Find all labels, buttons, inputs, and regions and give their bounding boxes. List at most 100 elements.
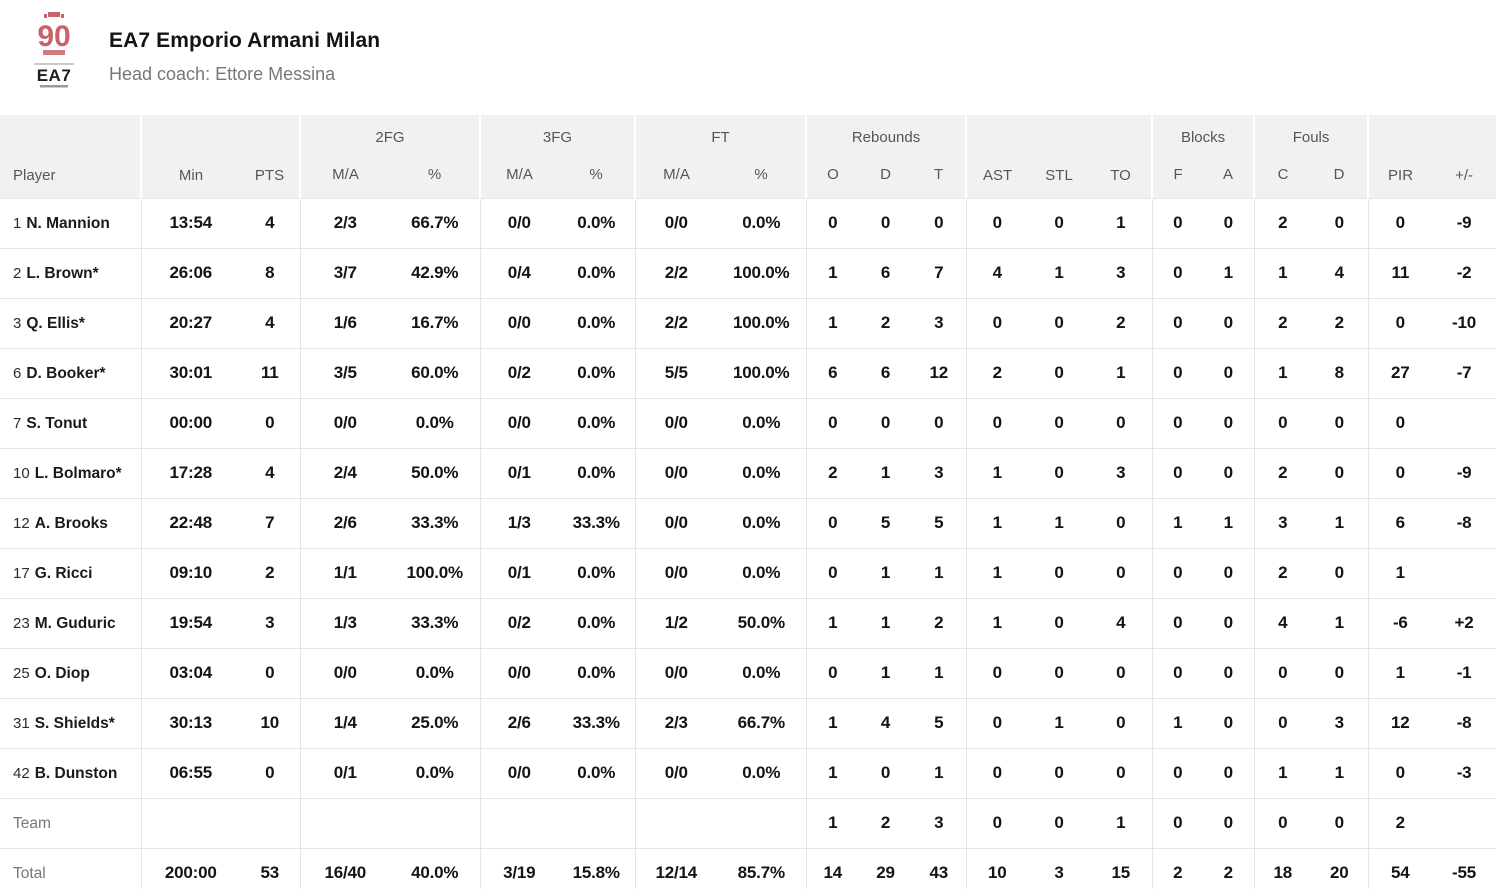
jersey-number: 3 — [13, 315, 22, 332]
cell-ast: 4 — [965, 248, 1029, 298]
cell-pts: 53 — [260, 863, 279, 883]
col-header-foul-c: C — [1253, 152, 1312, 198]
cell-min: 06:55 — [140, 748, 240, 798]
cell-min: 00:00 — [140, 398, 240, 448]
cell-fg3-ma: 0/0 — [479, 748, 558, 798]
jersey-number: 42 — [13, 765, 30, 782]
cell-blk-f: 0 — [1151, 448, 1204, 498]
cell-pts: 8 — [265, 263, 275, 282]
cell-blk-a: 1 — [1223, 263, 1233, 282]
col-header-reb-o: O — [805, 152, 860, 198]
cell-ast: 1 — [965, 498, 1029, 548]
player-name: B. Dunston — [34, 765, 118, 782]
cell-blk-a: 0 — [1223, 413, 1233, 432]
player-cell: 12 A. Brooks — [0, 498, 141, 548]
player-name: G. Ricci — [34, 565, 93, 582]
cell-pm: -8 — [1456, 713, 1472, 732]
cell-ast: 1 — [965, 548, 1029, 598]
cell-min — [140, 798, 240, 848]
cell-reb-t: 0 — [934, 413, 944, 432]
group-header-2fg: 2FG — [299, 115, 480, 152]
cell-to: 0 — [1116, 513, 1126, 532]
player-cell: 31 S. Shields* — [0, 698, 141, 748]
cell-foul-d: 1 — [1334, 613, 1344, 632]
player-cell: 10 L. Bolmaro* — [0, 448, 141, 498]
jersey-number: 12 — [13, 515, 30, 532]
cell-pm — [1432, 548, 1496, 598]
col-header-reb-t: T — [912, 152, 967, 198]
cell-foul-d: 0 — [1334, 563, 1344, 582]
cell-fg3-pct: 0.0% — [577, 213, 616, 232]
cell-ft-pct: 100.0% — [733, 363, 790, 382]
player-cell: 1 N. Mannion — [0, 198, 141, 248]
cell-blk-a: 0 — [1223, 663, 1233, 682]
table-row: 6 D. Booker* 30:01 11 3/5 60.0% 0/2 0.0% 5/5 100.… — [0, 348, 1496, 398]
table-row: 3 Q. Ellis* 20:27 4 1/6 16.7% 0/0 0.0% 2/2 100.0%… — [0, 298, 1496, 348]
cell-to: 1 — [1116, 363, 1126, 382]
col-header-2fg-pct: % — [390, 152, 480, 198]
cell-blk-f: 0 — [1151, 348, 1204, 398]
cell-fg2-pct: 16.7% — [411, 313, 459, 332]
cell-pir: 1 — [1367, 648, 1433, 698]
col-header-min: Min — [140, 115, 240, 198]
player-cell: 25 O. Diop — [0, 648, 141, 698]
cell-pir: 0 — [1367, 198, 1433, 248]
cell-blk-a: 0 — [1223, 613, 1233, 632]
player-name: M. Guduric — [34, 615, 116, 632]
cell-foul-c: 3 — [1253, 498, 1312, 548]
cell-stl: 0 — [1054, 363, 1064, 382]
cell-foul-c: 1 — [1253, 748, 1312, 798]
cell-fg3-pct: 0.0% — [577, 363, 616, 382]
cell-reb-t: 12 — [929, 363, 949, 382]
cell-fg2-pct: 25.0% — [411, 713, 459, 732]
cell-ast: 1 — [965, 598, 1029, 648]
table-row: Total 200:00 53 16/40 40.0% 3/19 15.8% 12/14 85.… — [0, 848, 1496, 889]
cell-foul-c: 18 — [1253, 848, 1312, 889]
cell-reb-d: 6 — [880, 263, 891, 282]
cell-fg2-ma: 0/1 — [299, 748, 390, 798]
cell-min: 30:13 — [140, 698, 240, 748]
cell-fg3-ma: 1/3 — [479, 498, 558, 548]
cell-ft-pct: 66.7% — [737, 713, 785, 732]
cell-stl: 0 — [1054, 213, 1064, 232]
cell-ft-ma: 1/2 — [634, 598, 717, 648]
jersey-number: 25 — [13, 665, 30, 682]
cell-foul-c: 1 — [1253, 248, 1312, 298]
cell-pts — [240, 798, 300, 848]
cell-foul-d: 20 — [1330, 863, 1349, 883]
cell-pts: 4 — [265, 313, 275, 332]
cell-stl: 1 — [1054, 263, 1064, 282]
cell-fg3-pct: 0.0% — [577, 563, 616, 582]
cell-pm — [1432, 398, 1496, 448]
cell-min: 200:00 — [140, 848, 240, 889]
cell-blk-a: 0 — [1223, 213, 1233, 232]
cell-to: 0 — [1116, 713, 1126, 732]
cell-ft-ma: 0/0 — [634, 548, 717, 598]
cell-fg3-pct: 15.8% — [572, 863, 620, 883]
cell-reb-o: 0 — [805, 398, 860, 448]
cell-to: 2 — [1116, 313, 1126, 332]
cell-stl: 0 — [1054, 663, 1064, 682]
cell-fg2-pct: 33.3% — [411, 513, 459, 532]
cell-pm: -8 — [1456, 513, 1472, 532]
cell-ast: 0 — [965, 698, 1029, 748]
cell-reb-t: 1 — [934, 563, 944, 582]
cell-pir: 12 — [1367, 698, 1433, 748]
cell-reb-o: 2 — [805, 448, 860, 498]
cell-fg2-pct: 40.0% — [411, 863, 459, 883]
cell-ft-pct: 0.0% — [742, 563, 781, 582]
col-header-blk-f: F — [1151, 152, 1204, 198]
cell-pts: 0 — [265, 663, 275, 682]
cell-ft-pct: 85.7% — [737, 863, 785, 883]
cell-reb-t: 43 — [929, 863, 949, 883]
cell-blk-a: 0 — [1223, 563, 1233, 582]
cell-fg3-pct: 0.0% — [577, 613, 616, 632]
group-header-ft: FT — [633, 115, 807, 152]
cell-fg2-pct: 42.9% — [411, 263, 459, 282]
cell-reb-o: 0 — [805, 648, 860, 698]
cell-ft-ma: 0/0 — [634, 198, 717, 248]
cell-fg3-ma: 0/2 — [479, 348, 558, 398]
cell-ft-pct: 100.0% — [733, 313, 790, 332]
group-header-rebounds: Rebounds — [805, 115, 967, 152]
cell-blk-f: 1 — [1151, 698, 1204, 748]
